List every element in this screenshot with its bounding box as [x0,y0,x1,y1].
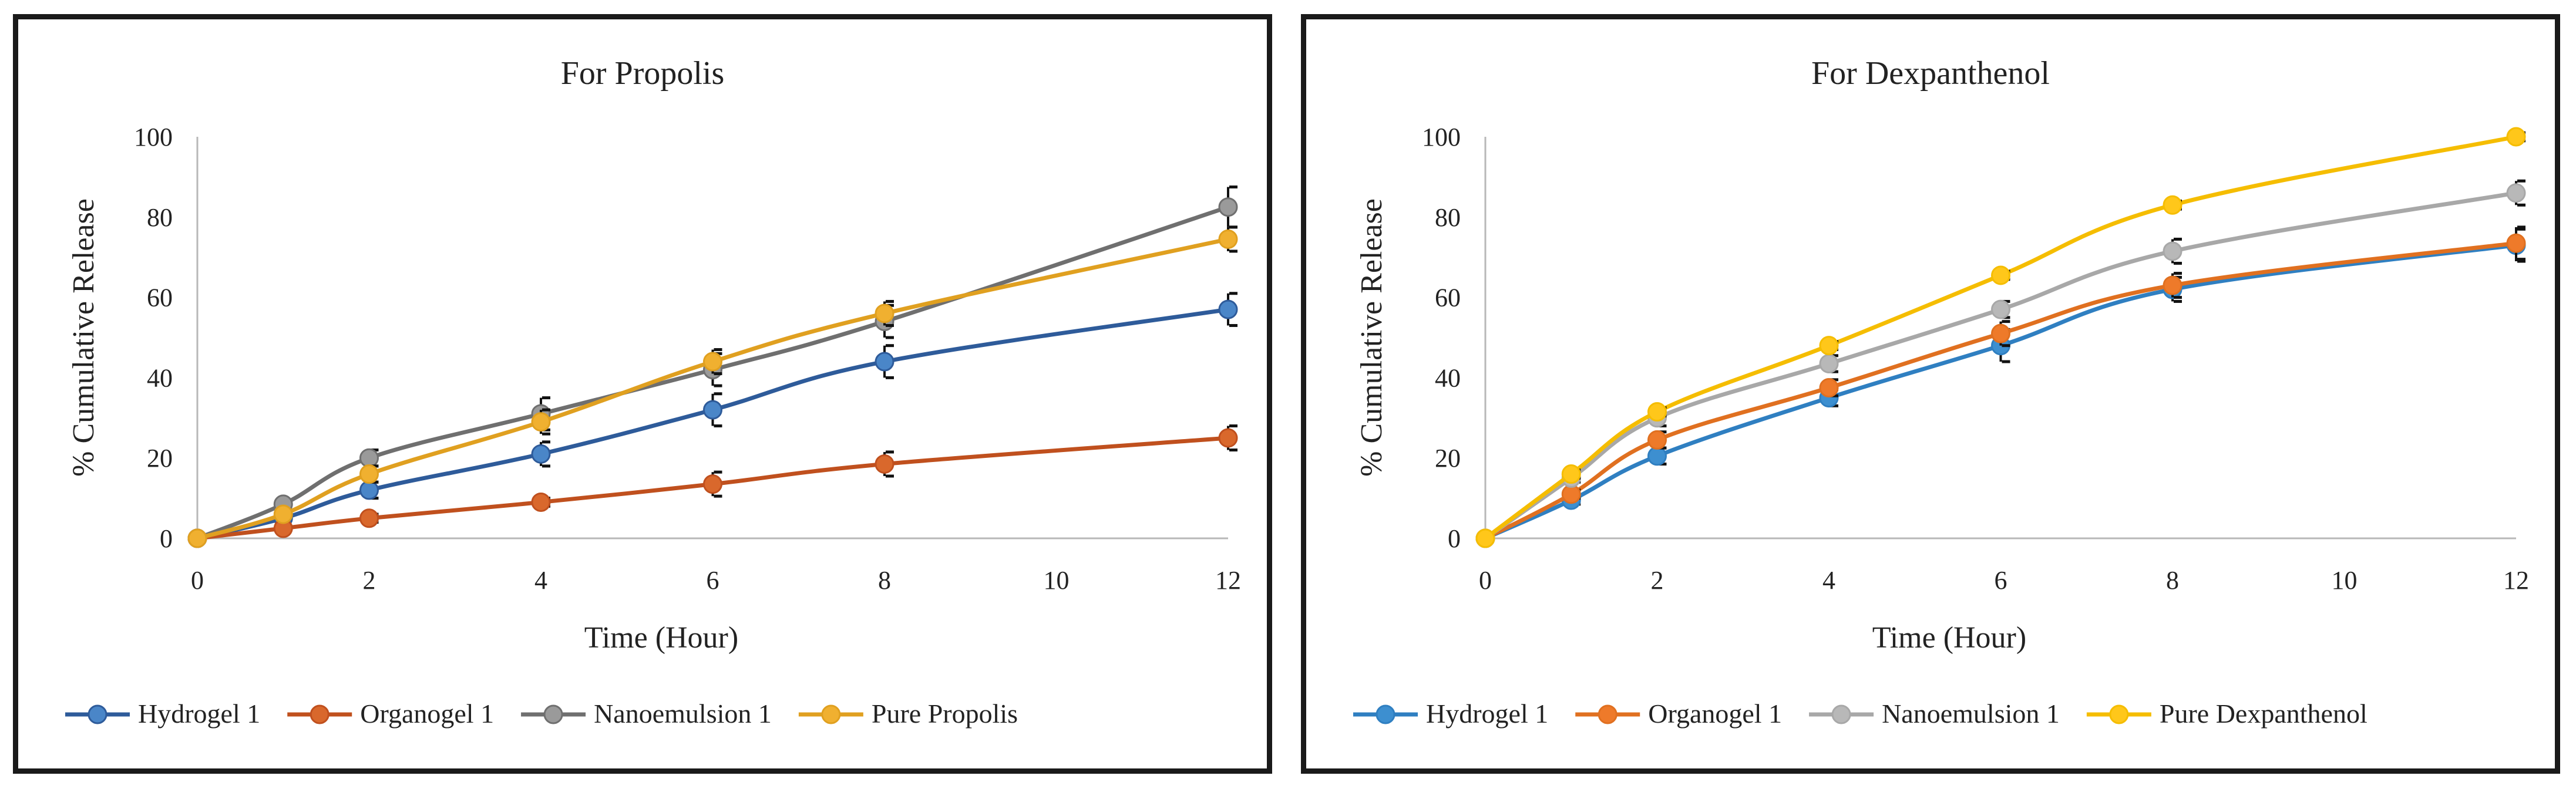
data-point-organogel-1 [1218,428,1238,448]
data-point-nanoemulsion-1 [1819,353,1839,373]
y-tick-label: 80 [1435,203,1461,232]
data-point-organogel-1 [703,474,722,494]
data-point-pure-dexpanthenol [1647,402,1667,422]
legend-marker-pure-propolis [821,704,841,724]
y-tick-label: 80 [147,203,173,232]
y-tick-label: 100 [1422,123,1461,151]
y-tick-label: 100 [134,123,173,151]
chart-title: For Propolis [561,55,725,92]
x-tick-label: 8 [878,566,891,595]
x-tick-label: 8 [2166,566,2179,595]
legend-marker-hydrogel-1 [88,704,107,724]
data-point-hydrogel-1 [531,444,551,464]
legend-label-nanoemulsion-1: Nanoemulsion 1 [594,699,772,729]
data-point-nanoemulsion-1 [1991,299,2010,319]
x-tick-label: 6 [1995,566,2007,595]
data-point-organogel-1 [2506,233,2526,253]
x-tick-label: 10 [2332,566,2358,595]
legend-marker-organogel-1 [1598,704,1617,724]
data-point-organogel-1 [2163,275,2182,295]
legend-marker-hydrogel-1 [1376,704,1395,724]
legend-label-pure-propolis: Pure Propolis [872,699,1018,729]
legend-label-hydrogel-1: Hydrogel 1 [138,699,260,729]
data-point-organogel-1 [875,454,894,474]
data-point-pure-propolis [187,528,207,548]
y-tick-label: 40 [1435,363,1461,392]
x-tick-label: 6 [707,566,719,595]
data-point-pure-dexpanthenol [1561,464,1581,484]
dexpanthenol-release-chart: For Dexpanthenol 0 20 40 60 80 100 0 2 4 6 8 10 12 Tim… [1353,55,2529,729]
data-point-pure-dexpanthenol [2163,195,2182,215]
data-point-organogel-1 [1991,323,2010,343]
x-tick-label: 0 [191,566,204,595]
data-point-hydrogel-1 [1218,299,1238,319]
y-axis-label: % Cumulative Release [1355,198,1388,477]
legend-label-pure-dexpanthenol: Pure Dexpanthenol [2160,699,2368,729]
legend-marker-nanoemulsion-1 [543,704,563,724]
data-point-hydrogel-1 [1647,446,1667,466]
x-axis-label: Time (Hour) [584,621,738,655]
y-tick-label: 20 [147,444,173,473]
series-line-pure-dexpanthenol [1484,134,2517,540]
x-tick-label: 2 [363,566,376,595]
legend-label-organogel-1: Organogel 1 [360,699,494,729]
y-axis-label: % Cumulative Release [67,198,100,477]
x-tick-label: 12 [1215,566,1241,595]
data-point-organogel-1 [531,492,551,512]
x-tick-label: 4 [534,566,547,595]
chart-panel-propolis: For Propolis 0 20 40 60 80 100 0 2 4 6 8 10 12 Time (H… [13,14,1272,774]
data-point-organogel-1 [359,508,379,528]
data-point-pure-dexpanthenol [1819,336,1839,356]
data-point-pure-propolis [875,304,894,323]
legend-label-nanoemulsion-1: Nanoemulsion 1 [1882,699,2060,729]
data-point-pure-propolis [273,504,293,524]
data-point-nanoemulsion-1 [359,448,379,468]
data-point-organogel-1 [1561,484,1581,504]
x-tick-label: 2 [1651,566,1664,595]
series-line-nanoemulsion-1 [1484,191,2517,540]
series-line-pure-propolis [197,237,1229,541]
data-point-nanoemulsion-1 [1218,197,1238,217]
series-line-organogel-1 [1484,241,2517,541]
y-tick-label: 0 [160,524,173,553]
legend-marker-pure-dexpanthenol [2109,704,2129,724]
data-point-nanoemulsion-1 [2163,241,2182,261]
legend-label-organogel-1: Organogel 1 [1648,699,1782,729]
series-line-hydrogel-1 [197,307,1229,541]
data-point-pure-dexpanthenol [1991,265,2010,285]
data-point-hydrogel-1 [703,400,722,420]
y-tick-label: 40 [147,363,173,392]
legend-label-hydrogel-1: Hydrogel 1 [1426,699,1548,729]
x-tick-label: 0 [1479,566,1492,595]
x-axis-label: Time (Hour) [1872,621,2026,655]
series-line-hydrogel-1 [1484,243,2517,541]
data-point-pure-propolis [359,464,379,484]
y-tick-label: 0 [1448,524,1461,553]
legend-marker-organogel-1 [310,704,329,724]
chart-title: For Dexpanthenol [1811,55,2050,92]
data-point-pure-dexpanthenol [2506,127,2526,147]
x-tick-label: 10 [1044,566,1070,595]
series-line-organogel-1 [197,436,1229,541]
chart-panel-dexpanthenol: For Dexpanthenol 0 20 40 60 80 100 0 2 4 6 8 10 12 Tim… [1301,14,2560,774]
y-tick-label: 60 [1435,284,1461,312]
data-point-hydrogel-1 [875,352,894,372]
y-tick-label: 60 [147,284,173,312]
x-tick-label: 12 [2503,566,2529,595]
data-point-pure-dexpanthenol [1475,528,1495,548]
data-point-pure-propolis [703,352,722,372]
x-tick-label: 4 [1822,566,1835,595]
data-point-nanoemulsion-1 [2506,183,2526,203]
data-point-organogel-1 [1819,378,1839,397]
data-point-organogel-1 [1647,430,1667,450]
y-tick-label: 20 [1435,444,1461,473]
data-point-pure-propolis [531,412,551,432]
data-point-hydrogel-1 [359,480,379,500]
propolis-release-chart: For Propolis 0 20 40 60 80 100 0 2 4 6 8 10 12 Time (H… [65,55,1241,729]
legend-marker-nanoemulsion-1 [1831,704,1851,724]
data-point-pure-propolis [1218,229,1238,249]
